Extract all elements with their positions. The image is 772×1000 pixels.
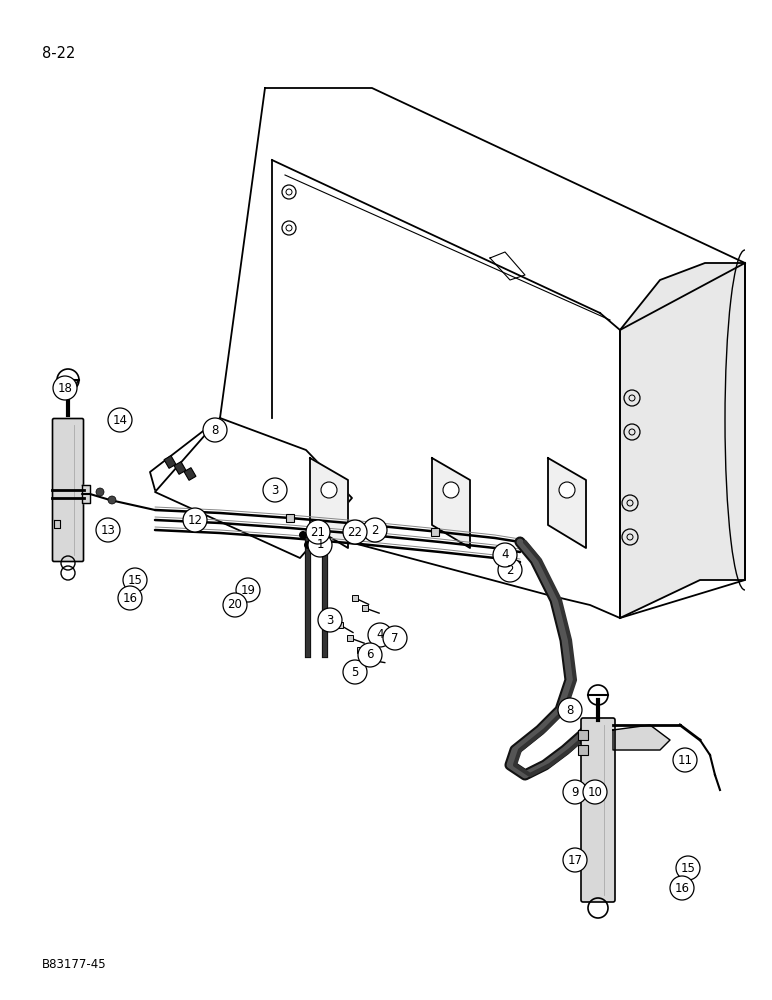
Polygon shape (613, 725, 670, 750)
Circle shape (558, 698, 582, 722)
Polygon shape (54, 520, 60, 528)
Text: 13: 13 (100, 524, 116, 536)
Circle shape (583, 780, 607, 804)
Text: 12: 12 (188, 514, 202, 526)
Circle shape (96, 518, 120, 542)
Circle shape (559, 482, 575, 498)
Text: 8: 8 (567, 704, 574, 716)
Bar (184, 468, 196, 480)
Text: 11: 11 (678, 754, 692, 766)
Circle shape (306, 520, 330, 544)
Circle shape (318, 608, 342, 632)
Bar (174, 462, 186, 474)
Text: 22: 22 (347, 526, 363, 538)
Text: 7: 7 (391, 632, 399, 645)
Polygon shape (620, 263, 745, 618)
Text: 1: 1 (317, 538, 323, 552)
Text: 21: 21 (310, 526, 326, 538)
Circle shape (368, 623, 392, 647)
Bar (352, 595, 358, 601)
Circle shape (263, 478, 287, 502)
Text: 17: 17 (567, 854, 583, 866)
Circle shape (183, 508, 207, 532)
FancyBboxPatch shape (581, 718, 615, 902)
Text: 8-22: 8-22 (42, 46, 76, 61)
Bar (164, 456, 176, 468)
Text: 4: 4 (501, 548, 509, 562)
Circle shape (443, 482, 459, 498)
Text: 3: 3 (327, 613, 334, 626)
Circle shape (308, 533, 332, 557)
Circle shape (53, 376, 77, 400)
Text: 16: 16 (675, 882, 689, 894)
Circle shape (223, 593, 247, 617)
Bar (337, 622, 343, 628)
Circle shape (383, 626, 407, 650)
Bar (367, 657, 373, 663)
Circle shape (343, 520, 367, 544)
Text: 16: 16 (123, 591, 137, 604)
Text: 15: 15 (681, 861, 696, 874)
Circle shape (123, 568, 147, 592)
FancyBboxPatch shape (52, 418, 83, 562)
Bar (351, 520, 359, 528)
Circle shape (108, 496, 116, 504)
Circle shape (314, 532, 321, 538)
Text: 9: 9 (571, 786, 579, 798)
Circle shape (358, 643, 382, 667)
Bar (357, 647, 363, 653)
Circle shape (343, 660, 367, 684)
Bar (286, 514, 294, 522)
Circle shape (203, 418, 227, 442)
Polygon shape (310, 458, 348, 548)
Polygon shape (155, 418, 352, 558)
Text: 14: 14 (113, 414, 127, 426)
Polygon shape (432, 458, 470, 548)
Circle shape (673, 748, 697, 772)
Circle shape (317, 542, 323, 548)
Text: 8: 8 (212, 424, 218, 436)
Circle shape (493, 543, 517, 567)
Polygon shape (82, 485, 90, 503)
Text: 4: 4 (376, 629, 384, 642)
Text: 5: 5 (351, 666, 359, 678)
Text: 20: 20 (228, 598, 242, 611)
Text: 19: 19 (241, 584, 256, 596)
Circle shape (363, 518, 387, 542)
Bar (578, 730, 588, 740)
Circle shape (563, 780, 587, 804)
Text: 2: 2 (506, 564, 513, 576)
Polygon shape (150, 88, 745, 618)
Text: 10: 10 (587, 786, 602, 798)
Text: 3: 3 (271, 484, 279, 496)
Text: 15: 15 (127, 574, 143, 586)
Bar (431, 528, 439, 536)
Circle shape (96, 488, 104, 496)
Circle shape (498, 558, 522, 582)
Circle shape (118, 586, 142, 610)
Text: 6: 6 (366, 648, 374, 662)
Polygon shape (548, 458, 586, 548)
Circle shape (300, 532, 306, 538)
Circle shape (676, 856, 700, 880)
Bar (362, 605, 368, 611)
Circle shape (321, 482, 337, 498)
Circle shape (236, 578, 260, 602)
Text: 2: 2 (371, 524, 379, 536)
Circle shape (304, 542, 311, 548)
Circle shape (108, 408, 132, 432)
Text: 18: 18 (58, 381, 73, 394)
Circle shape (563, 848, 587, 872)
Bar (578, 745, 588, 755)
Bar (347, 635, 353, 641)
Circle shape (670, 876, 694, 900)
Text: B83177-45: B83177-45 (42, 958, 107, 971)
